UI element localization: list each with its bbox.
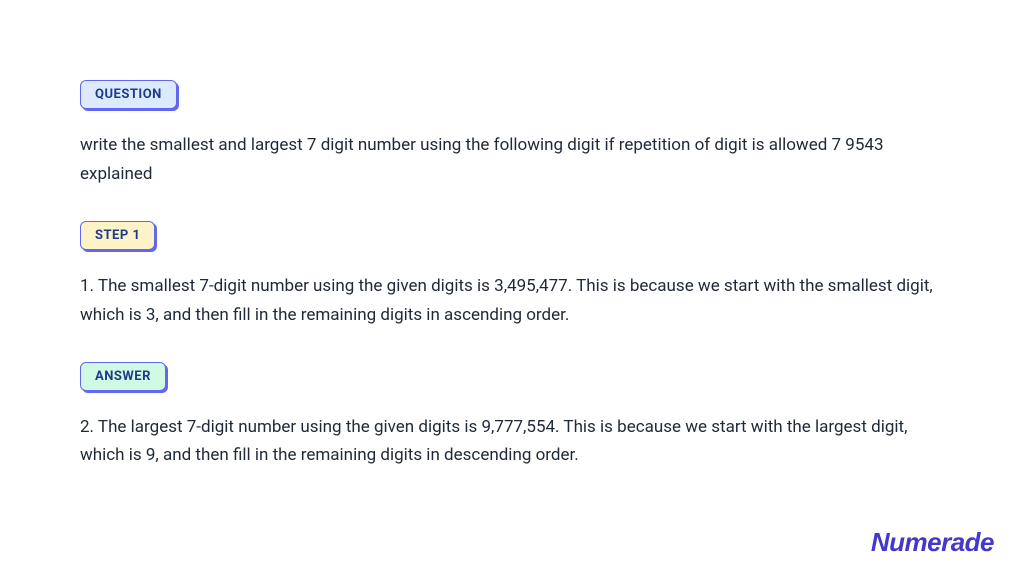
answer-text: 2. The largest 7-digit number using the … (80, 413, 944, 471)
answer-badge: ANSWER (80, 362, 166, 391)
question-section: QUESTION write the smallest and largest … (80, 80, 944, 189)
brand-logo: Numerade (871, 527, 994, 558)
step1-section: STEP 1 1. The smallest 7-digit number us… (80, 221, 944, 330)
question-badge: QUESTION (80, 80, 177, 109)
step1-badge: STEP 1 (80, 221, 155, 250)
question-text: write the smallest and largest 7 digit n… (80, 131, 944, 189)
step1-text: 1. The smallest 7-digit number using the… (80, 272, 944, 330)
answer-section: ANSWER 2. The largest 7-digit number usi… (80, 362, 944, 471)
